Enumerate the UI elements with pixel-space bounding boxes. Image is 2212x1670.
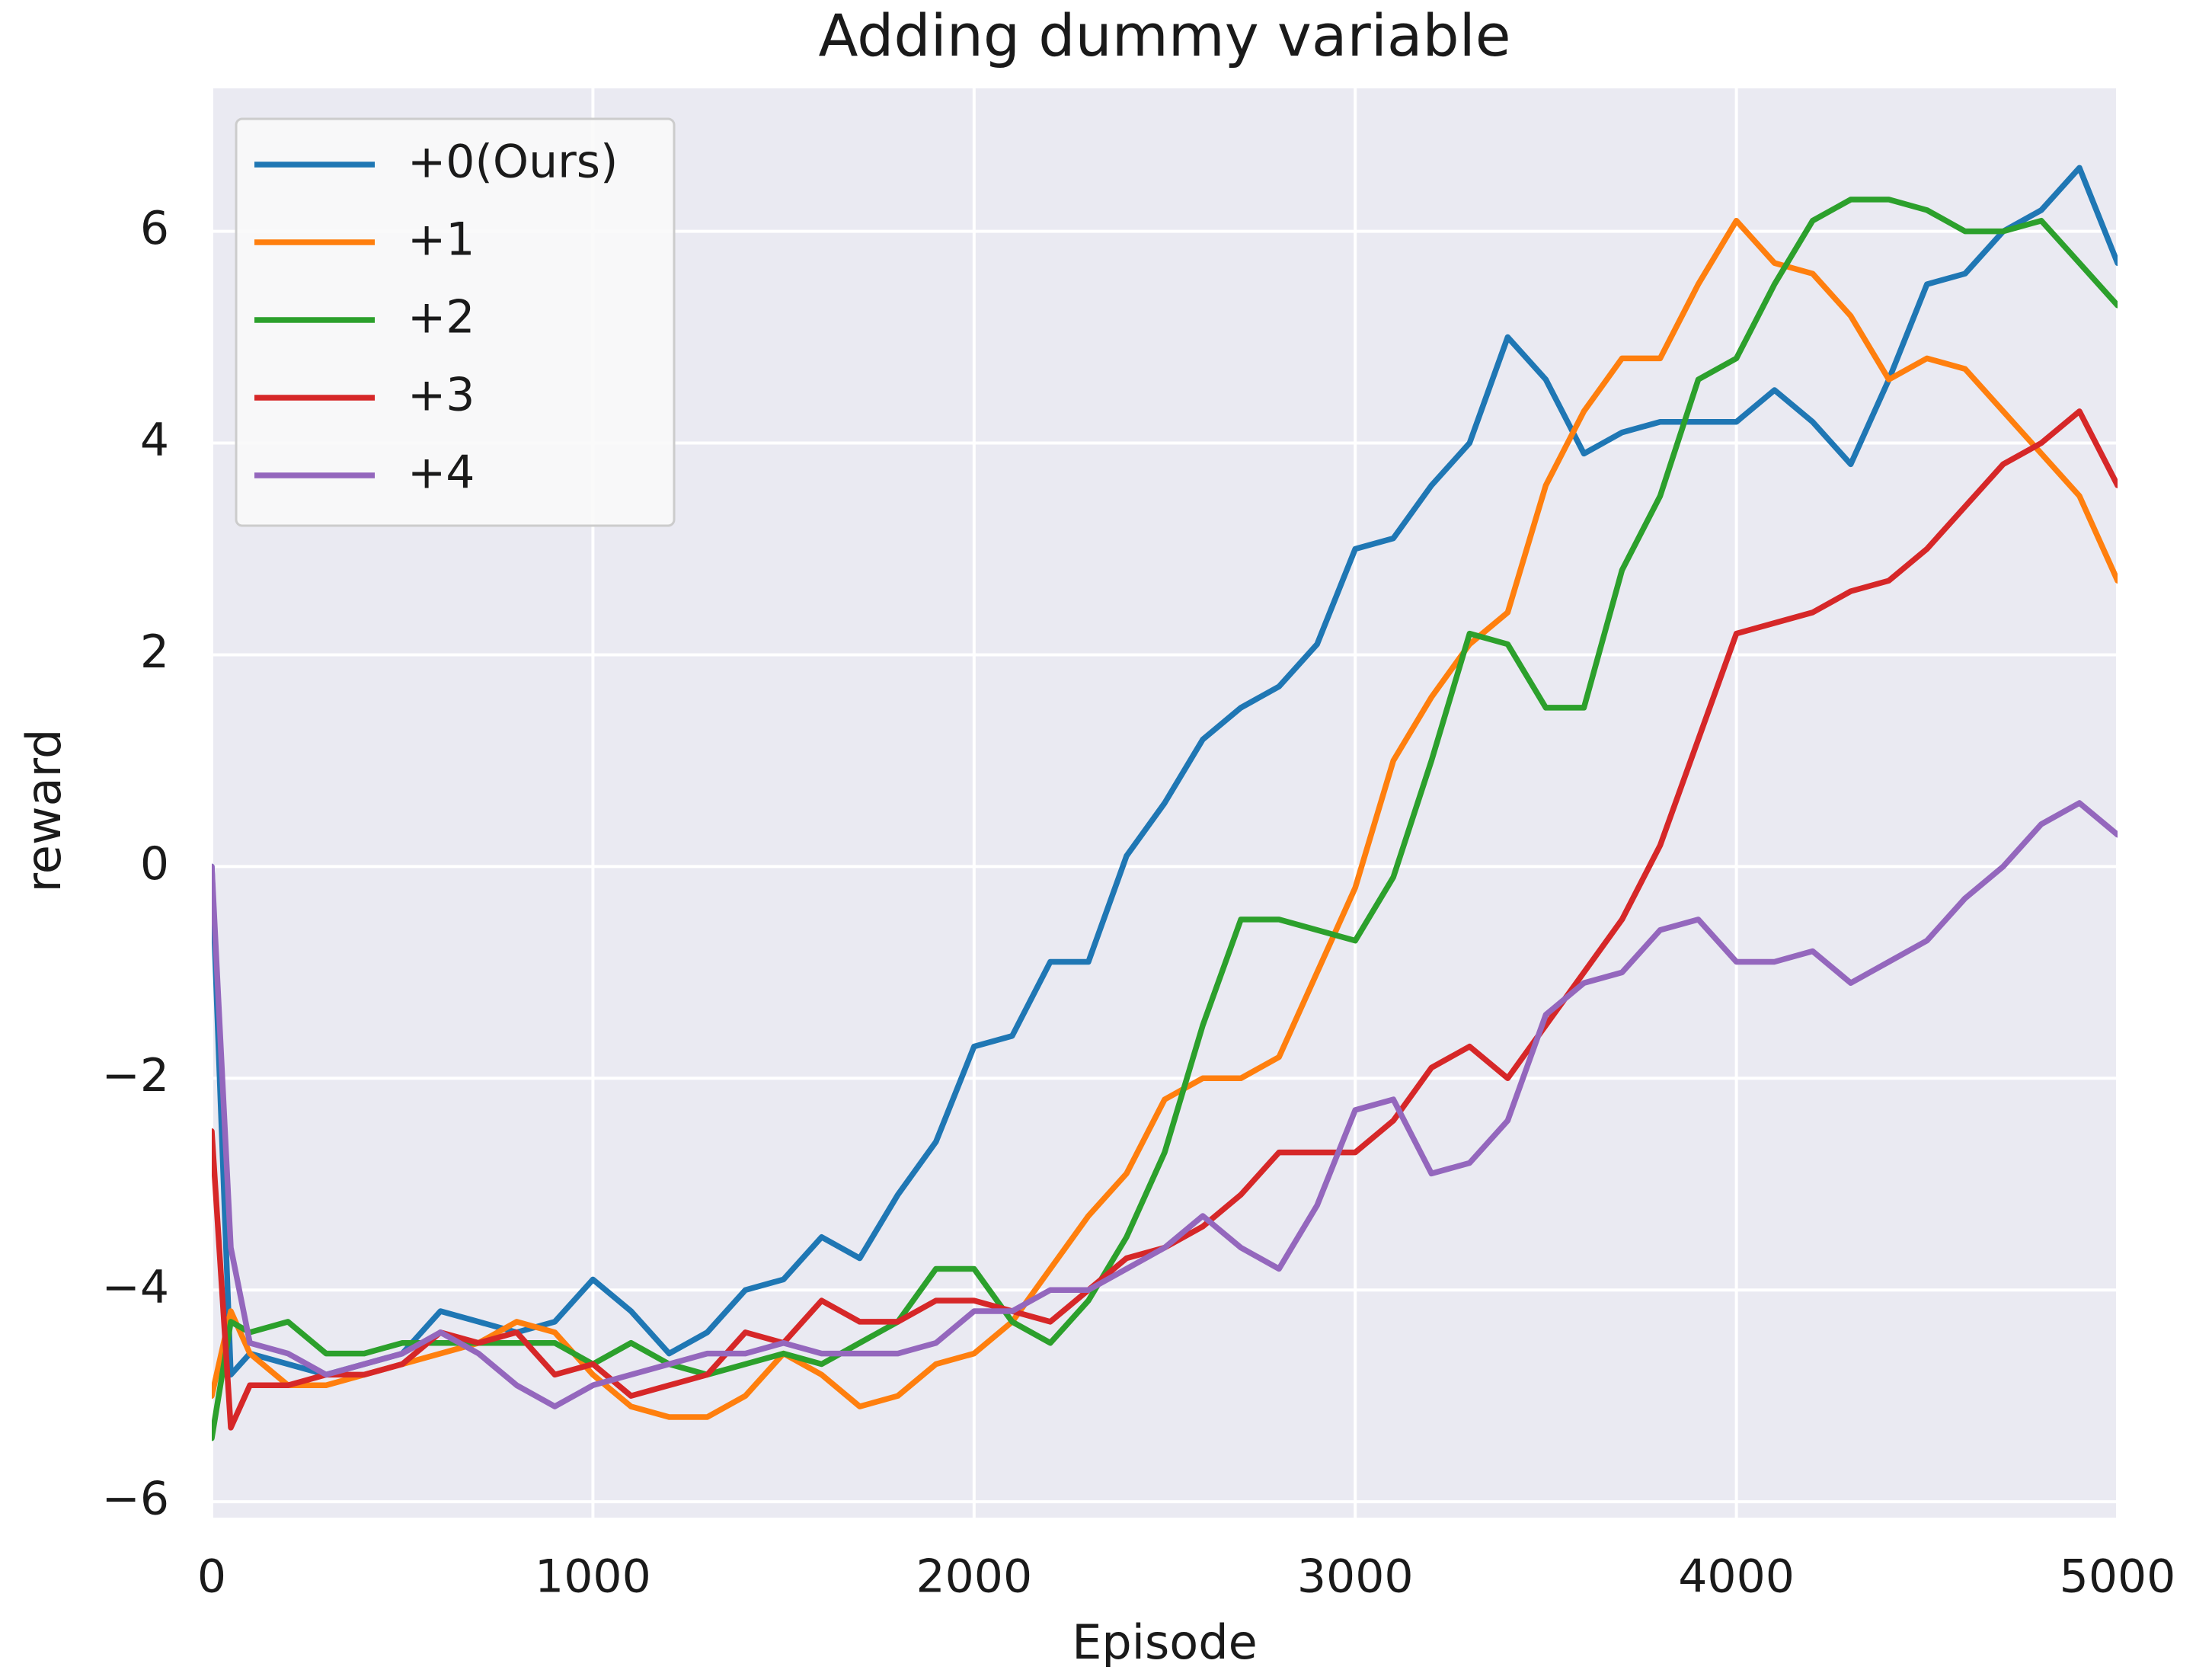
y-tick-label: −6 <box>102 1473 169 1526</box>
legend-label: +0(Ours) <box>408 136 618 189</box>
series-line <box>212 165 2118 1378</box>
y-tick-label: 4 <box>140 414 169 467</box>
legend-label: +1 <box>408 213 475 267</box>
x-tick-label: 0 <box>197 1550 226 1604</box>
series-line <box>212 197 2118 1441</box>
x-axis-label: Episode <box>1072 1614 1258 1667</box>
y-axis-label: reward <box>16 729 72 893</box>
x-tick-label: 4000 <box>1678 1550 1795 1604</box>
x-tick-label: 3000 <box>1297 1550 1414 1604</box>
y-tick-label: 0 <box>140 837 169 891</box>
x-tick-label: 5000 <box>2060 1550 2176 1604</box>
legend: +0(Ours) +1 +2 +3 +4 <box>235 117 676 527</box>
x-tick-label: 2000 <box>916 1550 1032 1604</box>
legend-label: +4 <box>408 446 475 500</box>
y-tick-label: −2 <box>102 1049 169 1102</box>
series-line <box>212 800 2118 1409</box>
series-line <box>212 408 2118 1431</box>
y-tick-label: 2 <box>140 625 169 679</box>
y-tick-label: 6 <box>140 202 169 255</box>
legend-label: +3 <box>408 369 475 422</box>
x-tick-label: 1000 <box>535 1550 651 1604</box>
y-tick-label: −4 <box>102 1261 169 1314</box>
legend-label: +2 <box>408 291 475 344</box>
series-line <box>212 217 2118 1420</box>
lines <box>212 165 2118 1441</box>
labels: −6 −4 −2 0 2 4 6 0 1000 2000 3000 4000 5000 <box>102 202 2176 1603</box>
legend-box <box>235 117 676 527</box>
chart-title: Adding dummy variable <box>818 2 1510 69</box>
